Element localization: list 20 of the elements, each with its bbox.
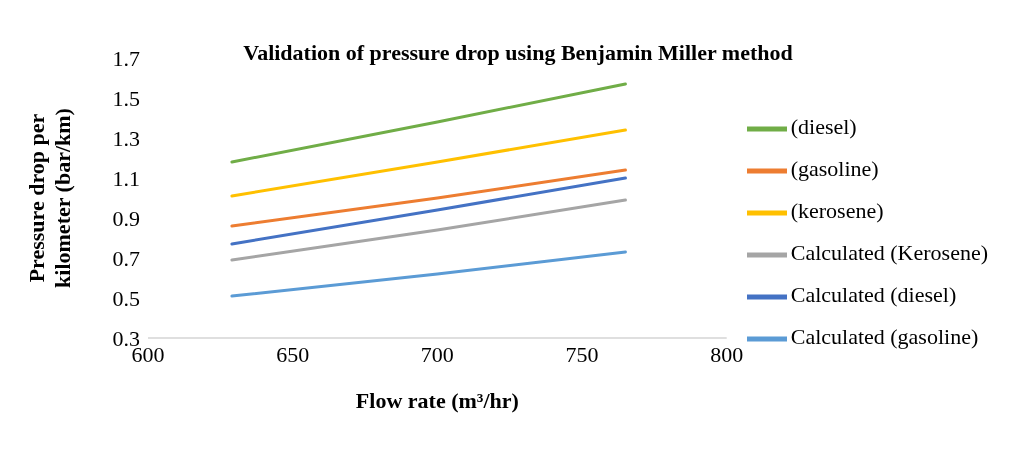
legend-label: (diesel) (790, 114, 857, 140)
legend-label: Calculated (diesel) (790, 281, 957, 307)
y-tick-label: 1.3 (112, 125, 140, 151)
legend-label: (kerosene) (790, 198, 884, 224)
y-tick-label: 0.9 (112, 205, 140, 231)
x-tick-label: 800 (710, 341, 744, 367)
legend-label: (gasoline) (790, 156, 879, 182)
x-tick-label: 650 (276, 341, 310, 367)
chart-title: Validation of pressure drop using Benjamin Miller method (243, 40, 793, 65)
x-axis-title: Flow rate (m³/hr) (355, 388, 519, 413)
y-tick-label: 0.7 (112, 245, 140, 271)
y-tick-label: 1.7 (112, 45, 140, 71)
y-tick-label: 1.5 (112, 85, 140, 111)
y-axis-title: Pressure drop per kilometer (bar/km) (24, 108, 75, 288)
y-tick-label: 1.1 (112, 165, 140, 191)
legend-label: Calculated (Kerosene) (790, 240, 988, 265)
legend-label: Calculated (gasoline) (790, 323, 979, 349)
x-tick-label: 750 (565, 341, 599, 367)
x-tick-label: 700 (420, 341, 454, 367)
y-tick-label: 0.5 (112, 285, 140, 311)
